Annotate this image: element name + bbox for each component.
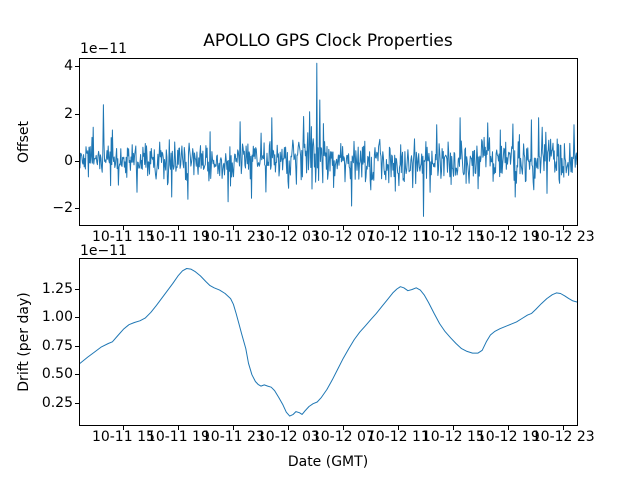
offset-plot-area (80, 62, 577, 217)
y-tick-mark (75, 317, 79, 319)
y-tick-label: 4 (64, 58, 73, 75)
y-tick-label: 1.00 (41, 309, 73, 326)
x-tick-mark (507, 426, 509, 430)
y-tick-label: 0.25 (41, 394, 73, 411)
offset-axis-scale-factor: 1e−11 (80, 41, 128, 57)
y-tick-label: 0.50 (41, 366, 73, 383)
x-tick-label: 10-11 23 (201, 429, 265, 445)
x-tick-label: 10-12 15 (421, 229, 485, 245)
x-tick-label: 10-12 07 (311, 229, 375, 245)
x-tick-label: 10-11 23 (201, 229, 265, 245)
chart-title: APOLLO GPS Clock Properties (203, 31, 453, 51)
y-tick-mark (75, 66, 79, 68)
drift-subplot-axes (79, 258, 578, 426)
x-tick-mark (507, 226, 509, 230)
y-tick-label: 0.75 (41, 337, 73, 354)
drift-plot-area (80, 268, 577, 417)
offset-subplot-axes (79, 58, 578, 226)
x-tick-label: 10-11 19 (146, 429, 210, 445)
y-tick-mark (75, 374, 79, 376)
x-tick-mark (122, 426, 124, 430)
x-tick-label: 10-12 23 (531, 429, 595, 445)
drift-series-line (80, 268, 577, 417)
x-tick-mark (232, 426, 234, 430)
y-tick-label: 2 (64, 105, 73, 122)
x-tick-label: 10-12 07 (311, 429, 375, 445)
x-tick-mark (562, 426, 564, 430)
y-tick-mark (75, 345, 79, 347)
x-tick-label: 10-12 23 (531, 229, 595, 245)
x-axis-label: Date (GMT) (287, 454, 369, 470)
x-tick-mark (397, 226, 399, 230)
y-tick-mark (75, 160, 79, 162)
x-tick-label: 10-11 15 (91, 229, 155, 245)
x-tick-label: 10-11 19 (146, 229, 210, 245)
x-tick-mark (452, 226, 454, 230)
y-tick-mark (75, 113, 79, 115)
y-tick-mark (75, 208, 79, 210)
x-tick-mark (177, 426, 179, 430)
y-tick-mark (75, 402, 79, 404)
y-tick-label: −2 (52, 200, 73, 217)
x-tick-label: 10-12 19 (476, 229, 540, 245)
x-tick-label: 10-12 11 (366, 429, 430, 445)
y-tick-label: 1.25 (41, 281, 73, 298)
y-tick-label: 0 (64, 152, 73, 169)
x-tick-mark (287, 226, 289, 230)
x-tick-label: 10-12 19 (476, 429, 540, 445)
x-tick-mark (562, 226, 564, 230)
x-tick-mark (122, 226, 124, 230)
x-tick-label: 10-11 15 (91, 429, 155, 445)
x-tick-mark (287, 426, 289, 430)
drift-axis-scale-factor: 1e−11 (80, 243, 128, 259)
x-tick-mark (342, 426, 344, 430)
x-tick-label: 10-12 11 (366, 229, 430, 245)
x-tick-mark (397, 426, 399, 430)
offset-series-line (80, 62, 577, 217)
x-tick-label: 10-12 15 (421, 429, 485, 445)
x-tick-mark (232, 226, 234, 230)
x-tick-mark (342, 226, 344, 230)
x-tick-label: 10-12 03 (256, 429, 320, 445)
x-tick-mark (177, 226, 179, 230)
x-tick-label: 10-12 03 (256, 229, 320, 245)
x-tick-mark (452, 426, 454, 430)
y-tick-mark (75, 289, 79, 291)
